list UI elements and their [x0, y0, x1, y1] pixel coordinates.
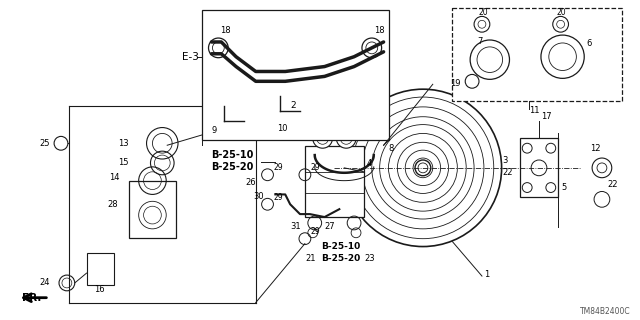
Text: FR.: FR.	[22, 293, 41, 303]
Text: 29: 29	[311, 227, 321, 236]
Text: 29: 29	[273, 193, 283, 202]
Text: 17: 17	[541, 112, 552, 121]
Text: B-25-20: B-25-20	[321, 254, 360, 263]
Text: 2: 2	[290, 101, 296, 110]
Text: 25: 25	[39, 139, 50, 148]
Text: 6: 6	[586, 39, 591, 48]
Text: 3: 3	[502, 156, 508, 164]
Text: 9: 9	[211, 126, 217, 135]
Circle shape	[337, 129, 356, 148]
Text: 27: 27	[324, 222, 335, 231]
Text: 15: 15	[118, 158, 129, 167]
Text: B-25-10: B-25-10	[211, 150, 254, 160]
Text: E-3: E-3	[182, 52, 199, 62]
Text: 19: 19	[451, 79, 461, 88]
Text: 12: 12	[590, 144, 600, 153]
Text: 5: 5	[562, 183, 567, 192]
Text: 29: 29	[311, 164, 321, 172]
Text: TM84B2400C: TM84B2400C	[580, 307, 631, 316]
Text: 30: 30	[253, 192, 264, 201]
Bar	[520, 138, 557, 197]
Text: B-25-20: B-25-20	[211, 162, 254, 172]
Text: 8: 8	[388, 144, 394, 153]
Text: B-25-10: B-25-10	[321, 242, 360, 251]
Circle shape	[313, 129, 332, 148]
Bar	[86, 253, 114, 285]
Text: 22: 22	[608, 180, 618, 189]
Text: 29: 29	[273, 164, 283, 172]
Text: 14: 14	[109, 173, 120, 182]
Text: 22: 22	[502, 168, 513, 177]
Text: 18: 18	[220, 26, 231, 35]
Text: 28: 28	[108, 200, 118, 209]
Bar	[129, 181, 176, 238]
Text: 20: 20	[557, 8, 566, 17]
Text: 26: 26	[246, 178, 257, 187]
Text: 16: 16	[95, 285, 105, 294]
Bar	[305, 146, 364, 217]
Text: 1: 1	[484, 269, 489, 279]
Text: 20: 20	[478, 8, 488, 17]
Text: 31: 31	[290, 222, 301, 231]
Text: 7: 7	[477, 37, 483, 46]
Text: 10: 10	[277, 124, 288, 133]
Text: 18: 18	[374, 26, 385, 35]
Text: 21: 21	[305, 254, 316, 263]
Text: 4: 4	[367, 159, 372, 168]
Bar	[452, 8, 621, 101]
Text: 23: 23	[364, 254, 374, 263]
Text: 13: 13	[118, 139, 129, 148]
Text: 11: 11	[529, 106, 540, 115]
Bar	[202, 11, 388, 140]
Text: 24: 24	[39, 278, 50, 287]
